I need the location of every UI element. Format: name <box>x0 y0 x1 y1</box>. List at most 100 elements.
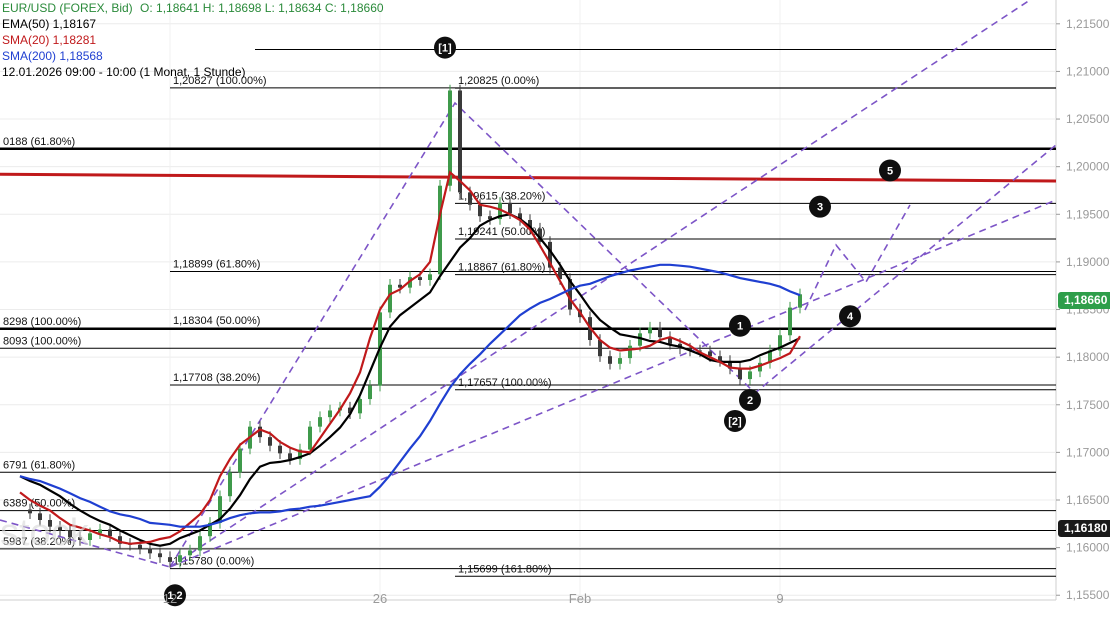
x-tick-label: Feb <box>569 591 591 606</box>
candle-body <box>298 449 302 460</box>
fib-level-label: 5987 (38.20%) <box>3 536 75 548</box>
wave-label-circle <box>879 159 901 182</box>
candle-body <box>708 351 712 357</box>
candle-body <box>568 279 572 310</box>
wave-label-circle <box>724 409 746 432</box>
y-tick-label: 1,16500 <box>1066 493 1110 507</box>
y-tick-label: 1,19500 <box>1066 207 1110 221</box>
candle-body <box>528 220 532 229</box>
candle-body <box>98 529 102 534</box>
wave-label-circle <box>729 314 751 337</box>
candle-body <box>538 228 542 242</box>
x-tick-label: 9 <box>776 591 783 606</box>
candle-body <box>758 362 762 372</box>
candle-body <box>158 553 162 558</box>
wave-label-circle <box>809 195 831 218</box>
candle-body <box>598 340 602 357</box>
fib-level-label: 1,18899 (61.80%) <box>173 259 260 271</box>
fib-level-label: 6389 (50.00%) <box>3 498 75 510</box>
chart-grid <box>0 0 1060 601</box>
candle-body <box>68 530 72 538</box>
period-legend: 12.01.2026 09:00 - 10:00 (1 Monat, 1 Stu… <box>2 65 246 79</box>
y-tick-label: 1,20000 <box>1066 160 1110 174</box>
candle-body <box>118 536 122 544</box>
channel-upper <box>169 0 1031 568</box>
wave-label-circle <box>739 389 761 411</box>
series-line-sma200 <box>19 263 801 528</box>
candle-body <box>308 426 312 450</box>
candle-body <box>108 529 112 537</box>
candle-body <box>198 536 202 551</box>
candle-body <box>58 526 62 531</box>
candle-body <box>638 333 642 346</box>
series-line-sma20 <box>19 170 801 545</box>
candle-body <box>558 267 562 280</box>
last-price-tag: 1,18660 <box>1058 292 1110 309</box>
y-tick-label: 1,19000 <box>1066 255 1110 269</box>
candle-body <box>288 453 292 460</box>
candle-body <box>728 360 732 369</box>
candle-body <box>398 284 402 288</box>
y-tick-label: 1,15500 <box>1066 588 1110 602</box>
fib-level-label: 1,18867 (61.80%) <box>458 262 545 274</box>
candle-body <box>498 202 502 220</box>
candle-body <box>738 368 742 380</box>
axis-labels: 1,21500 1,21000 1,20500 1,20000 1,19500 1,190… <box>163 17 1110 606</box>
fib-level-label: 6791 (61.80%) <box>3 459 75 471</box>
candle-body <box>258 426 262 438</box>
candle-body <box>458 90 462 193</box>
ohlc-text: O: 1,18641 H: 1,18698 L: 1,18634 C: 1,18… <box>140 1 384 15</box>
candle-body <box>348 407 352 414</box>
candle-body <box>798 294 802 308</box>
wave-label-circle <box>434 36 456 59</box>
candle-body <box>168 557 172 562</box>
candle-body <box>208 522 212 537</box>
candle-body <box>518 213 522 220</box>
y-tick-label: 1,16000 <box>1066 541 1110 555</box>
candle-body <box>438 185 442 275</box>
candle-body <box>268 437 272 446</box>
fib-level-label: 1,15699 (161.80%) <box>458 563 552 575</box>
candle-body <box>648 327 652 334</box>
candle-body <box>548 241 552 268</box>
moving-averages <box>19 170 801 547</box>
fib-level-label: 1,15780 (0.00%) <box>173 556 254 568</box>
y-tick-label: 1,17500 <box>1066 398 1110 412</box>
candle-body <box>768 350 772 363</box>
instrument-title: EUR/USD (FOREX, Bid) O: 1,18641 H: 1,186… <box>2 0 384 16</box>
candle-body <box>788 307 792 336</box>
candle-body <box>188 550 192 556</box>
wave-label-text: [1] <box>438 43 452 55</box>
candle-body <box>178 555 182 562</box>
candle-body <box>238 448 242 473</box>
fib-level-label: 8093 (100.00%) <box>3 335 81 347</box>
y-tick-label: 1,21000 <box>1066 64 1110 78</box>
candle-body <box>358 399 362 414</box>
fibonacci-levels: 1,20827 (100.00%) 1,20825 (0.00%) 0188 (61… <box>0 49 1057 577</box>
fib-level-label: 0188 (61.80%) <box>3 136 75 148</box>
x-tick-label: 12 <box>163 591 177 606</box>
wave-label-circle <box>839 305 861 328</box>
candle-body <box>778 335 782 351</box>
candle-body <box>388 284 392 313</box>
title-text: EUR/USD (FOREX, Bid) <box>2 1 133 15</box>
candle-body <box>38 513 42 520</box>
y-tick-label: 1,18000 <box>1066 350 1110 364</box>
candle-body <box>148 548 152 554</box>
fib-level-label: 8298 (100.00%) <box>3 316 81 328</box>
candle-body <box>608 356 612 364</box>
candle-body <box>718 356 722 361</box>
wave-label-text: 2 <box>747 395 753 407</box>
wave-path <box>0 519 171 568</box>
wave-label-text: 3 <box>817 202 823 214</box>
candle-body <box>428 274 432 280</box>
fib-level-label: 1,19241 (50.00%) <box>458 226 545 238</box>
candle-body <box>668 337 672 344</box>
wave-label-text: [2] <box>728 416 742 428</box>
y-tick-label: 1,21500 <box>1066 17 1110 31</box>
sma20-legend: SMA(20) 1,18281 <box>2 33 97 47</box>
fib-level-label: 1,20827 (100.00%) <box>173 75 267 87</box>
sma200-legend: SMA(200) 1,18568 <box>2 49 103 63</box>
